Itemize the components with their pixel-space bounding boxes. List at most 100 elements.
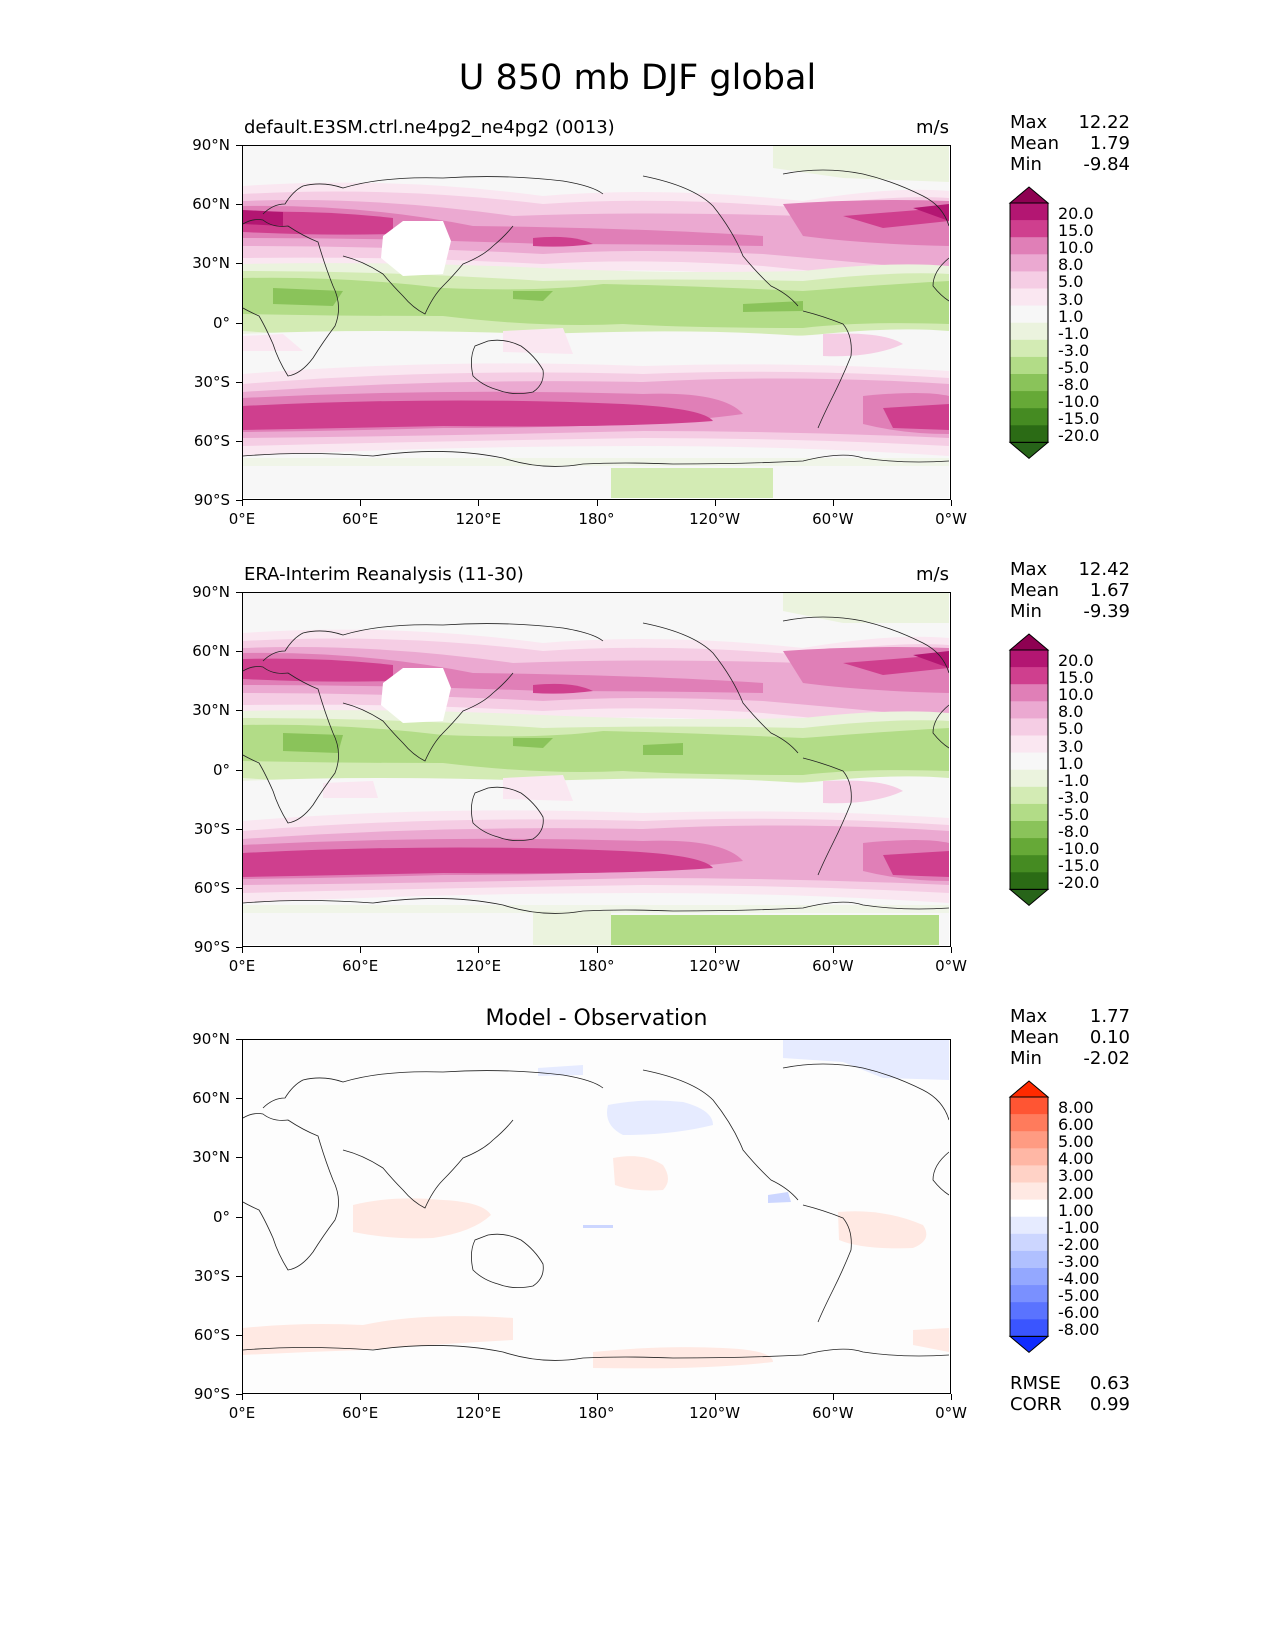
panel3-title: Model - Observation [485,1006,708,1031]
stat-label: Mean [1010,1027,1060,1048]
lat-tick-label: 90°S [193,1385,230,1403]
lon-tick-mark [596,1394,598,1400]
colorbar-swatch [1010,667,1048,685]
lat-tick-label: 60°N [192,642,230,661]
colorbar-tick-label: 10.0 [1058,238,1094,258]
lat-tick-label: 60°S [193,431,230,450]
colorbar-tick-label: -6.00 [1058,1303,1100,1323]
panel1-units: m/s [916,117,949,138]
colorbar-tick-label: 15.0 [1058,668,1094,688]
colorbar-swatch [1010,237,1048,255]
colorbar-swatch [1010,339,1048,358]
colorbar-swatch [1010,322,1048,341]
colorbar-tick-label: 20.0 [1058,651,1094,670]
stat-label: Min [1010,154,1042,175]
colorbar-tick-label: -8.0 [1058,822,1090,841]
colorbar-swatch [1010,769,1048,788]
lon-tick-mark [714,947,716,953]
lon-tick-mark [951,947,952,953]
panel3-map [242,1039,951,1394]
colorbar-tick-label: 8.0 [1058,702,1084,722]
panel1-map [242,145,951,500]
lat-tick-label: 60°N [192,195,230,214]
colorbar-swatch [1010,855,1048,873]
colorbar-tick-label: 8.00 [1058,1098,1094,1117]
lat-tick-mark [236,1157,242,1159]
panel3-stats: Max 1.77 Mean 0.10 Min -2.02 [1010,1006,1130,1069]
colorbar-swatch [1010,786,1048,805]
colorbar-tick-label: 20.0 [1058,204,1094,223]
lon-tick-mark [951,1394,952,1400]
lat-tick-label: 30°S [193,819,230,838]
colorbar-tick-label: -5.0 [1058,804,1090,824]
stat-label: Max [1010,112,1048,133]
lat-tick-label: 60°S [193,1325,230,1344]
lon-tick-mark [360,500,362,506]
colorbar-tick-label: 1.00 [1058,1200,1094,1220]
colorbar-swatch [1010,1319,1048,1337]
lon-tick-label: 0°E [228,1404,256,1422]
colorbar-swatch [1010,1199,1048,1218]
colorbar-tick-label: 10.0 [1058,685,1094,705]
lon-tick-mark [242,500,243,506]
lon-tick-label: 180° [578,510,615,528]
lat-tick-label: 30°N [192,1148,230,1167]
colorbar-extend-min [1008,1335,1050,1354]
lon-tick-mark [478,500,480,506]
metric-label: RMSE [1010,1373,1061,1394]
lon-tick-mark [951,500,952,506]
lat-tick-mark [236,651,242,653]
lon-tick-label: 0°E [228,510,256,528]
lat-tick-label: 30°N [192,701,230,720]
panel1-colorbar-swatches [1008,186,1050,460]
colorbar-tick-label: -8.0 [1058,375,1090,394]
panel2-colorbar: 20.0 15.0 10.0 8.0 5.0 3.0 1.0 -1.0 -3.0 -5.0 -8.0… [1008,632,1128,917]
stat-label: Max [1010,559,1048,580]
lon-tick-label: 180° [578,1404,615,1422]
colorbar-tick-label: 3.00 [1058,1166,1094,1186]
lat-tick-mark [236,947,242,948]
lat-tick-mark [236,828,242,830]
metric-value: 0.63 [1089,1373,1130,1394]
colorbar-swatch [1010,254,1048,272]
colorbar-tick-label: 5.00 [1058,1132,1094,1152]
panel3-colorbar: 8.00 6.00 5.00 4.00 3.00 2.00 1.00 -1.00 -2.00 -3… [1008,1079,1128,1364]
panel2-map [242,592,951,947]
colorbar-swatch [1010,1250,1048,1269]
lon-tick-label: 0°W [935,510,967,528]
colorbar-swatch [1010,408,1048,426]
lon-tick-label: 60°E [342,510,379,528]
colorbar-swatch [1010,872,1048,890]
lat-tick-label: 0° [212,313,230,332]
panel2-colorbar-swatches [1008,633,1050,907]
colorbar-tick-label: -3.0 [1058,340,1090,360]
lon-tick-label: 120°E [455,1404,502,1422]
colorbar-extend-min [1008,441,1050,460]
colorbar-swatch [1010,271,1048,289]
stat-label: Min [1010,601,1042,622]
panel2-units: m/s [916,564,949,585]
lon-tick-label: 0°W [935,957,967,975]
figure-title: U 850 mb DJF global [458,58,817,98]
lon-tick-label: 120°E [455,957,502,975]
lon-tick-label: 120°W [689,1404,741,1422]
lat-tick-label: 60°N [192,1089,230,1108]
colorbar-tick-label: 5.0 [1058,272,1084,292]
lat-tick-mark [236,1394,242,1395]
lat-tick-mark [236,592,242,593]
lon-tick-label: 60°W [812,510,854,528]
lat-tick-label: 30°S [193,372,230,391]
stat-value: 1.77 [1089,1006,1130,1027]
stat-value: 1.79 [1089,133,1130,154]
colorbar-swatch [1010,1114,1048,1132]
colorbar-swatch [1010,288,1048,306]
lat-tick-label: 0° [212,1207,230,1226]
stat-value: 1.67 [1089,580,1130,601]
colorbar-tick-label: -1.0 [1058,323,1090,343]
colorbar-swatch [1010,650,1048,668]
lat-tick-mark [236,1334,242,1336]
colorbar-swatch [1010,752,1048,771]
lat-tick-mark [236,145,242,146]
lon-tick-label: 180° [578,957,615,975]
stat-label: Mean [1010,580,1060,601]
